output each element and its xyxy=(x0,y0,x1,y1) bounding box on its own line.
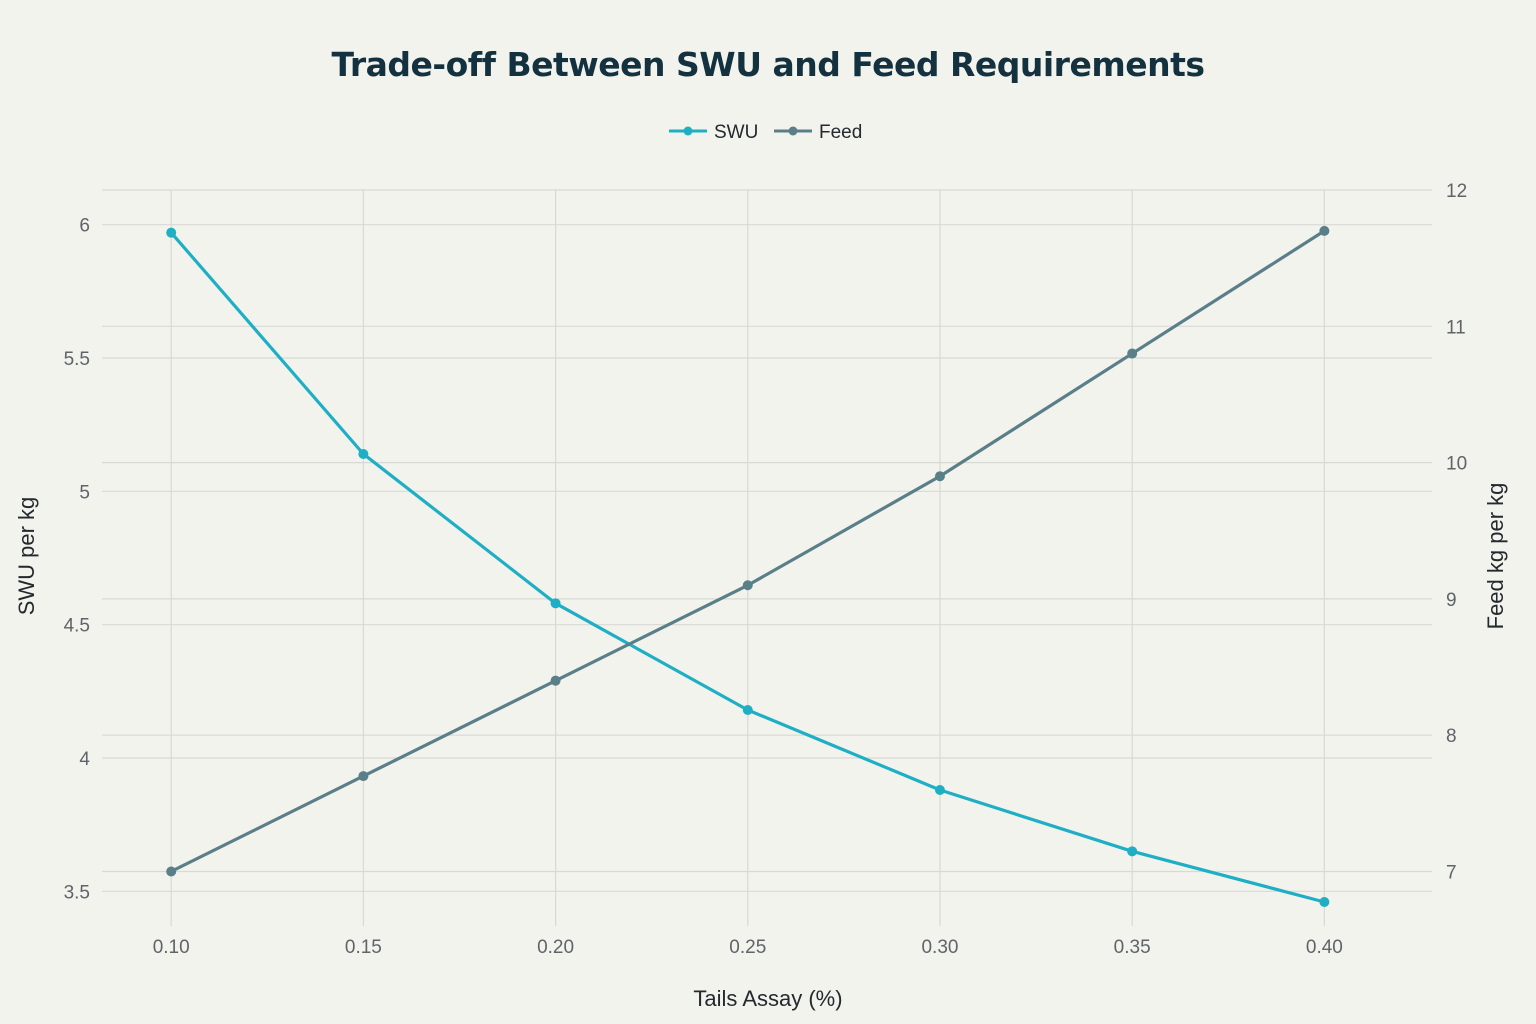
y-tick-label: 3.5 xyxy=(64,882,90,903)
legend-item-swu[interactable]: SWU xyxy=(669,122,758,143)
data-point-feed[interactable] xyxy=(1127,348,1138,359)
x-tick-label: 0.10 xyxy=(153,937,190,958)
legend-feed-marker xyxy=(788,126,798,136)
data-point-swu[interactable] xyxy=(550,598,561,609)
y2-tick-label: 7 xyxy=(1446,862,1457,883)
x-tick-label: 0.35 xyxy=(1114,937,1151,958)
data-point-feed[interactable] xyxy=(1319,225,1330,236)
legend-swu-marker xyxy=(683,126,693,136)
y-tick-label: 4 xyxy=(79,749,90,770)
y2-tick-label: 12 xyxy=(1446,181,1467,202)
y-axis-title: SWU per kg xyxy=(14,497,39,616)
data-point-swu[interactable] xyxy=(1319,897,1330,907)
data-point-swu[interactable] xyxy=(358,449,369,459)
data-point-swu[interactable] xyxy=(742,705,753,715)
data-point-feed[interactable] xyxy=(934,471,945,482)
y2-axis-title: Feed kg per kg xyxy=(1483,483,1508,630)
y-tick-label: 4.5 xyxy=(64,616,90,637)
series-layer xyxy=(166,225,1330,907)
data-point-swu[interactable] xyxy=(166,227,177,238)
x-tick-label: 0.15 xyxy=(345,937,382,958)
y2-tick-label: 9 xyxy=(1446,590,1457,611)
tick-labels: 0.10 0.15 0.20 0.25 0.30 0.35 0.40 3.5 4 4.5 5 5.5 6… xyxy=(64,181,1468,958)
x-tick-label: 0.20 xyxy=(537,937,574,958)
chart-title: Trade-off Between SWU and Feed Requireme… xyxy=(332,45,1205,84)
data-point-feed[interactable] xyxy=(358,771,369,782)
x-axis-title: Tails Assay (%) xyxy=(693,986,842,1011)
grid-lines xyxy=(102,189,1432,926)
y-tick-label: 6 xyxy=(79,216,90,237)
x-tick-label: 0.40 xyxy=(1306,937,1343,958)
y-tick-label: 5.5 xyxy=(64,349,90,370)
x-tick-label: 0.30 xyxy=(921,937,958,958)
legend-swu-label: SWU xyxy=(714,122,758,143)
data-point-feed[interactable] xyxy=(550,675,561,686)
y-tick-label: 5 xyxy=(79,482,90,503)
y2-tick-label: 10 xyxy=(1446,454,1467,475)
data-point-swu[interactable] xyxy=(934,785,945,795)
x-tick-label: 0.25 xyxy=(729,937,766,958)
data-point-feed[interactable] xyxy=(166,866,177,877)
data-point-feed[interactable] xyxy=(742,580,753,591)
legend-feed-label: Feed xyxy=(819,122,862,143)
data-point-swu[interactable] xyxy=(1127,846,1138,857)
y2-tick-label: 8 xyxy=(1446,726,1457,747)
y2-tick-label: 11 xyxy=(1446,317,1466,338)
legend-item-feed[interactable]: Feed xyxy=(774,122,862,143)
legend[interactable]: SWU Feed xyxy=(669,122,862,143)
